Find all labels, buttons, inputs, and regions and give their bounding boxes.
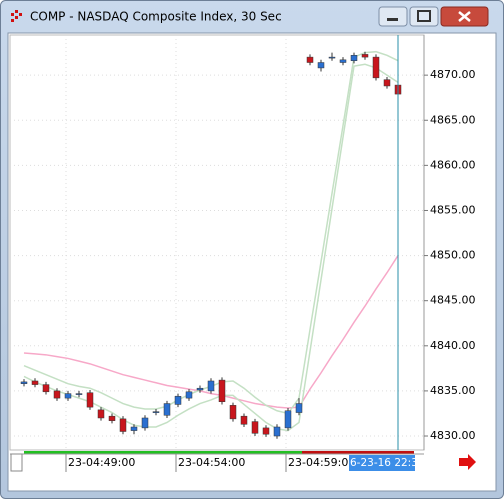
candle-body <box>350 55 358 61</box>
candle-body <box>207 380 215 392</box>
plot-area <box>9 34 425 451</box>
y-tick-label: 4865.00 <box>430 113 476 126</box>
candle-body <box>53 390 61 399</box>
candle-body <box>185 391 193 399</box>
candle-body <box>152 411 160 413</box>
candle-body <box>295 403 303 413</box>
candle-body <box>240 415 248 425</box>
scroll-arrow[interactable] <box>459 454 476 470</box>
session-bar <box>24 451 302 454</box>
candle-body <box>306 56 314 63</box>
candle-body <box>251 421 259 434</box>
candle-body <box>64 393 72 399</box>
candle-body <box>262 427 270 435</box>
candle-body <box>196 387 204 391</box>
window-title: COMP - NASDAQ Composite Index, 30 Sec <box>30 10 282 24</box>
y-tick-label: 4850.00 <box>430 249 476 262</box>
y-tick-label: 4870.00 <box>430 68 476 81</box>
y-tick-label: 4860.00 <box>430 158 476 171</box>
candle-body <box>163 403 171 416</box>
session-bar <box>302 451 414 454</box>
candle-body <box>361 54 369 58</box>
overlay-line <box>23 63 399 432</box>
candle-body <box>339 59 347 63</box>
close-button[interactable] <box>440 6 489 27</box>
cursor-label: 6-23-16 22:34:00 <box>350 457 441 469</box>
candle-body <box>218 379 226 402</box>
candle-body <box>42 384 50 393</box>
candle-body <box>86 392 94 408</box>
cursor-label-box <box>349 455 415 471</box>
candle-body <box>119 418 127 432</box>
candle-body <box>141 417 149 429</box>
app-icon <box>11 10 22 22</box>
candle-body <box>229 405 237 420</box>
x-tick-label: 23-04:49:00 <box>68 456 135 469</box>
candle-body <box>372 56 380 79</box>
minimize-button[interactable] <box>378 6 408 27</box>
candle-body <box>130 426 138 431</box>
x-tick-label: 23-04:59:00 <box>288 456 355 469</box>
scroll-box[interactable] <box>10 453 23 472</box>
y-tick-label: 4830.00 <box>430 429 476 442</box>
maximize-button[interactable] <box>409 6 439 27</box>
candle-body <box>31 380 39 385</box>
plot: 4830.00 4835.00 4840.00 4845.00 4850.00 4855.… <box>10 35 476 472</box>
candle-body <box>97 409 105 419</box>
candle-body <box>108 415 116 421</box>
candle-body <box>75 393 83 395</box>
y-tick-label: 4835.00 <box>430 384 476 397</box>
candle-body <box>20 381 28 384</box>
y-tick-label: 4855.00 <box>430 203 476 216</box>
candle-body <box>284 410 292 429</box>
candle-body <box>328 56 336 59</box>
y-tick-label: 4845.00 <box>430 294 476 307</box>
candle-body <box>273 426 281 437</box>
y-tick-label: 4840.00 <box>430 339 476 352</box>
candle-body <box>174 396 182 405</box>
candle-body <box>383 79 391 87</box>
candle-body <box>317 62 325 69</box>
x-tick-label: 23-04:54:00 <box>178 456 245 469</box>
